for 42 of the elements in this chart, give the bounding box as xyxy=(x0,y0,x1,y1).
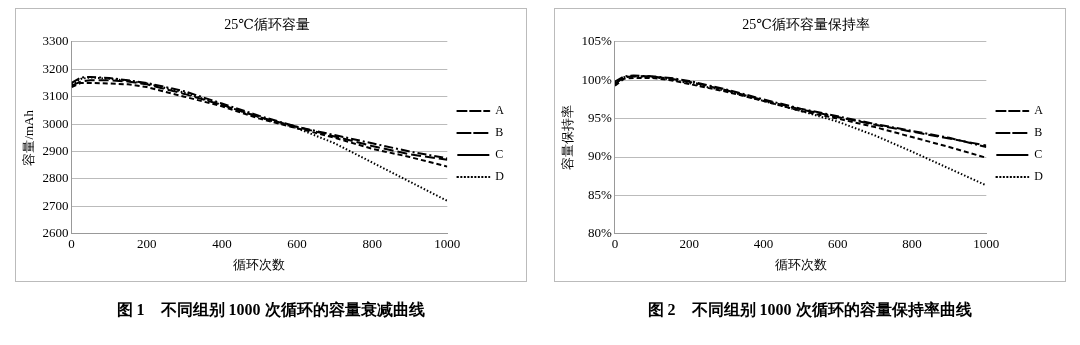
chart-title: 25℃循环容量 xyxy=(223,17,310,33)
y-tick-label: 105% xyxy=(581,33,612,49)
y-tick-label: 2600 xyxy=(42,225,69,241)
caption: 图 1 不同组别 1000 次循环的容量衰减曲线 xyxy=(116,300,425,320)
x-tick-label: 800 xyxy=(361,236,382,252)
y-tick-label: 3200 xyxy=(42,60,69,76)
x-tick-label: 600 xyxy=(827,236,848,252)
legend-label: B xyxy=(494,125,503,140)
legend-label: A xyxy=(1033,103,1043,118)
y-tick-label: 3000 xyxy=(42,115,69,131)
x-tick-label: 200 xyxy=(678,236,699,252)
x-tick-label: 600 xyxy=(286,236,307,252)
y-tick-label: 90% xyxy=(587,148,612,164)
x-tick-label: 1000 xyxy=(972,236,999,252)
legend-label: A xyxy=(494,103,504,118)
y-tick-label: 95% xyxy=(587,110,612,126)
legend-label: C xyxy=(494,147,503,162)
x-axis-title: 循环次数 xyxy=(774,256,827,272)
x-tick-label: 0 xyxy=(611,236,618,252)
legend-label: D xyxy=(1033,169,1043,184)
y-tick-label: 2800 xyxy=(42,170,69,186)
y-tick-label: 85% xyxy=(587,186,612,202)
y-tick-label: 2700 xyxy=(42,197,69,213)
x-tick-label: 1000 xyxy=(433,236,460,252)
x-tick-label: 800 xyxy=(901,236,922,252)
y-axis-title: 容量/mAh xyxy=(20,109,36,166)
legend-label: D xyxy=(494,169,504,184)
x-axis-title: 循环次数 xyxy=(232,256,285,272)
legend-label: C xyxy=(1033,147,1042,162)
x-tick-label: 400 xyxy=(753,236,773,252)
y-tick-label: 100% xyxy=(581,71,612,87)
chart-title: 25℃循环容量保持率 xyxy=(741,17,870,33)
y-axis-title: 容量保持率 xyxy=(559,105,575,171)
y-tick-label: 2900 xyxy=(42,142,69,158)
y-tick-label: 3300 xyxy=(42,33,69,49)
y-tick-label: 3100 xyxy=(42,88,69,104)
y-tick-label: 80% xyxy=(587,225,612,241)
x-tick-label: 200 xyxy=(136,236,156,252)
legend-label: B xyxy=(1033,125,1042,140)
x-tick-label: 400 xyxy=(211,236,232,252)
caption: 图 2 不同组别 1000 次循环的容量保持率曲线 xyxy=(647,300,972,320)
x-tick-label: 0 xyxy=(67,236,75,252)
